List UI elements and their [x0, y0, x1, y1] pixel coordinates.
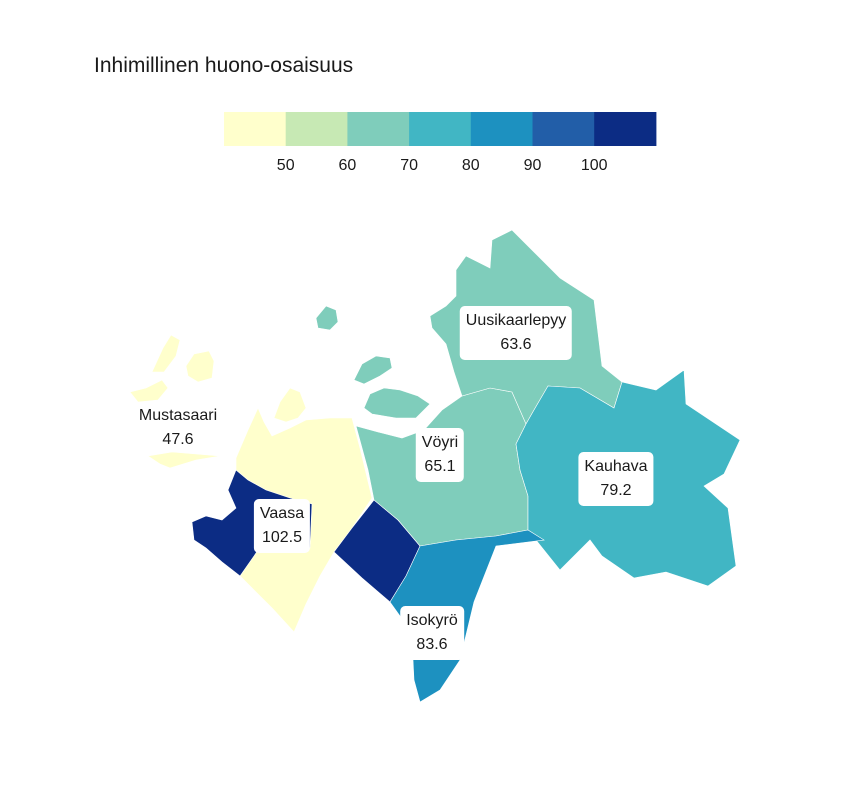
legend-tick-label: 90: [524, 157, 542, 174]
voyri-island: [363, 387, 431, 419]
voyri-island: [315, 305, 339, 331]
map-title: Inhimillinen huono-osaisuus: [94, 54, 354, 77]
color-legend: 50 60 70 80 90 100: [224, 112, 657, 174]
legend-tick-label: 100: [581, 157, 608, 174]
label-isokyro: Isokyrö 83.6: [400, 606, 464, 660]
region-name: Isokyrö: [406, 612, 458, 629]
region-value: 79.2: [600, 482, 632, 499]
vaasa-city: [191, 469, 313, 577]
region-value: 47.6: [162, 431, 194, 448]
legend-swatch: [532, 112, 595, 146]
mustasaari-island: [273, 387, 307, 423]
mustasaari-island: [129, 379, 169, 403]
label-voyri: Vöyri 65.1: [415, 428, 465, 482]
legend-swatch: [285, 112, 348, 146]
region-name: Uusikaarlepyy: [465, 312, 567, 329]
legend-tick-label: 60: [339, 157, 357, 174]
legend-swatch: [224, 112, 287, 146]
legend-tick-label: 70: [400, 157, 418, 174]
legend-swatch: [409, 112, 472, 146]
label-vaasa: Vaasa 102.5: [253, 499, 311, 553]
legend-swatch: [470, 112, 533, 146]
label-kauhava: Kauhava 79.2: [578, 452, 654, 506]
mustasaari-island: [185, 350, 215, 383]
legend-tick-label: 50: [277, 157, 295, 174]
legend-swatch: [347, 112, 410, 146]
region-value: 63.6: [500, 336, 532, 353]
legend-swatch: [594, 112, 657, 146]
region-value: 65.1: [424, 458, 456, 475]
mustasaari-island: [147, 451, 221, 469]
region-name: Mustasaari: [138, 407, 218, 424]
legend-tick-label: 80: [462, 157, 480, 174]
region-value: 102.5: [261, 529, 303, 546]
mustasaari-island: [151, 334, 181, 373]
region-name: Kauhava: [584, 458, 648, 475]
voyri-island: [353, 355, 393, 385]
region-name: Vaasa: [259, 505, 305, 522]
label-mustasaari: Mustasaari 47.6: [133, 401, 223, 455]
label-uusikaarlepyy: Uusikaarlepyy 63.6: [459, 306, 573, 360]
region-name: Vöyri: [421, 434, 459, 451]
region-value: 83.6: [416, 636, 448, 653]
